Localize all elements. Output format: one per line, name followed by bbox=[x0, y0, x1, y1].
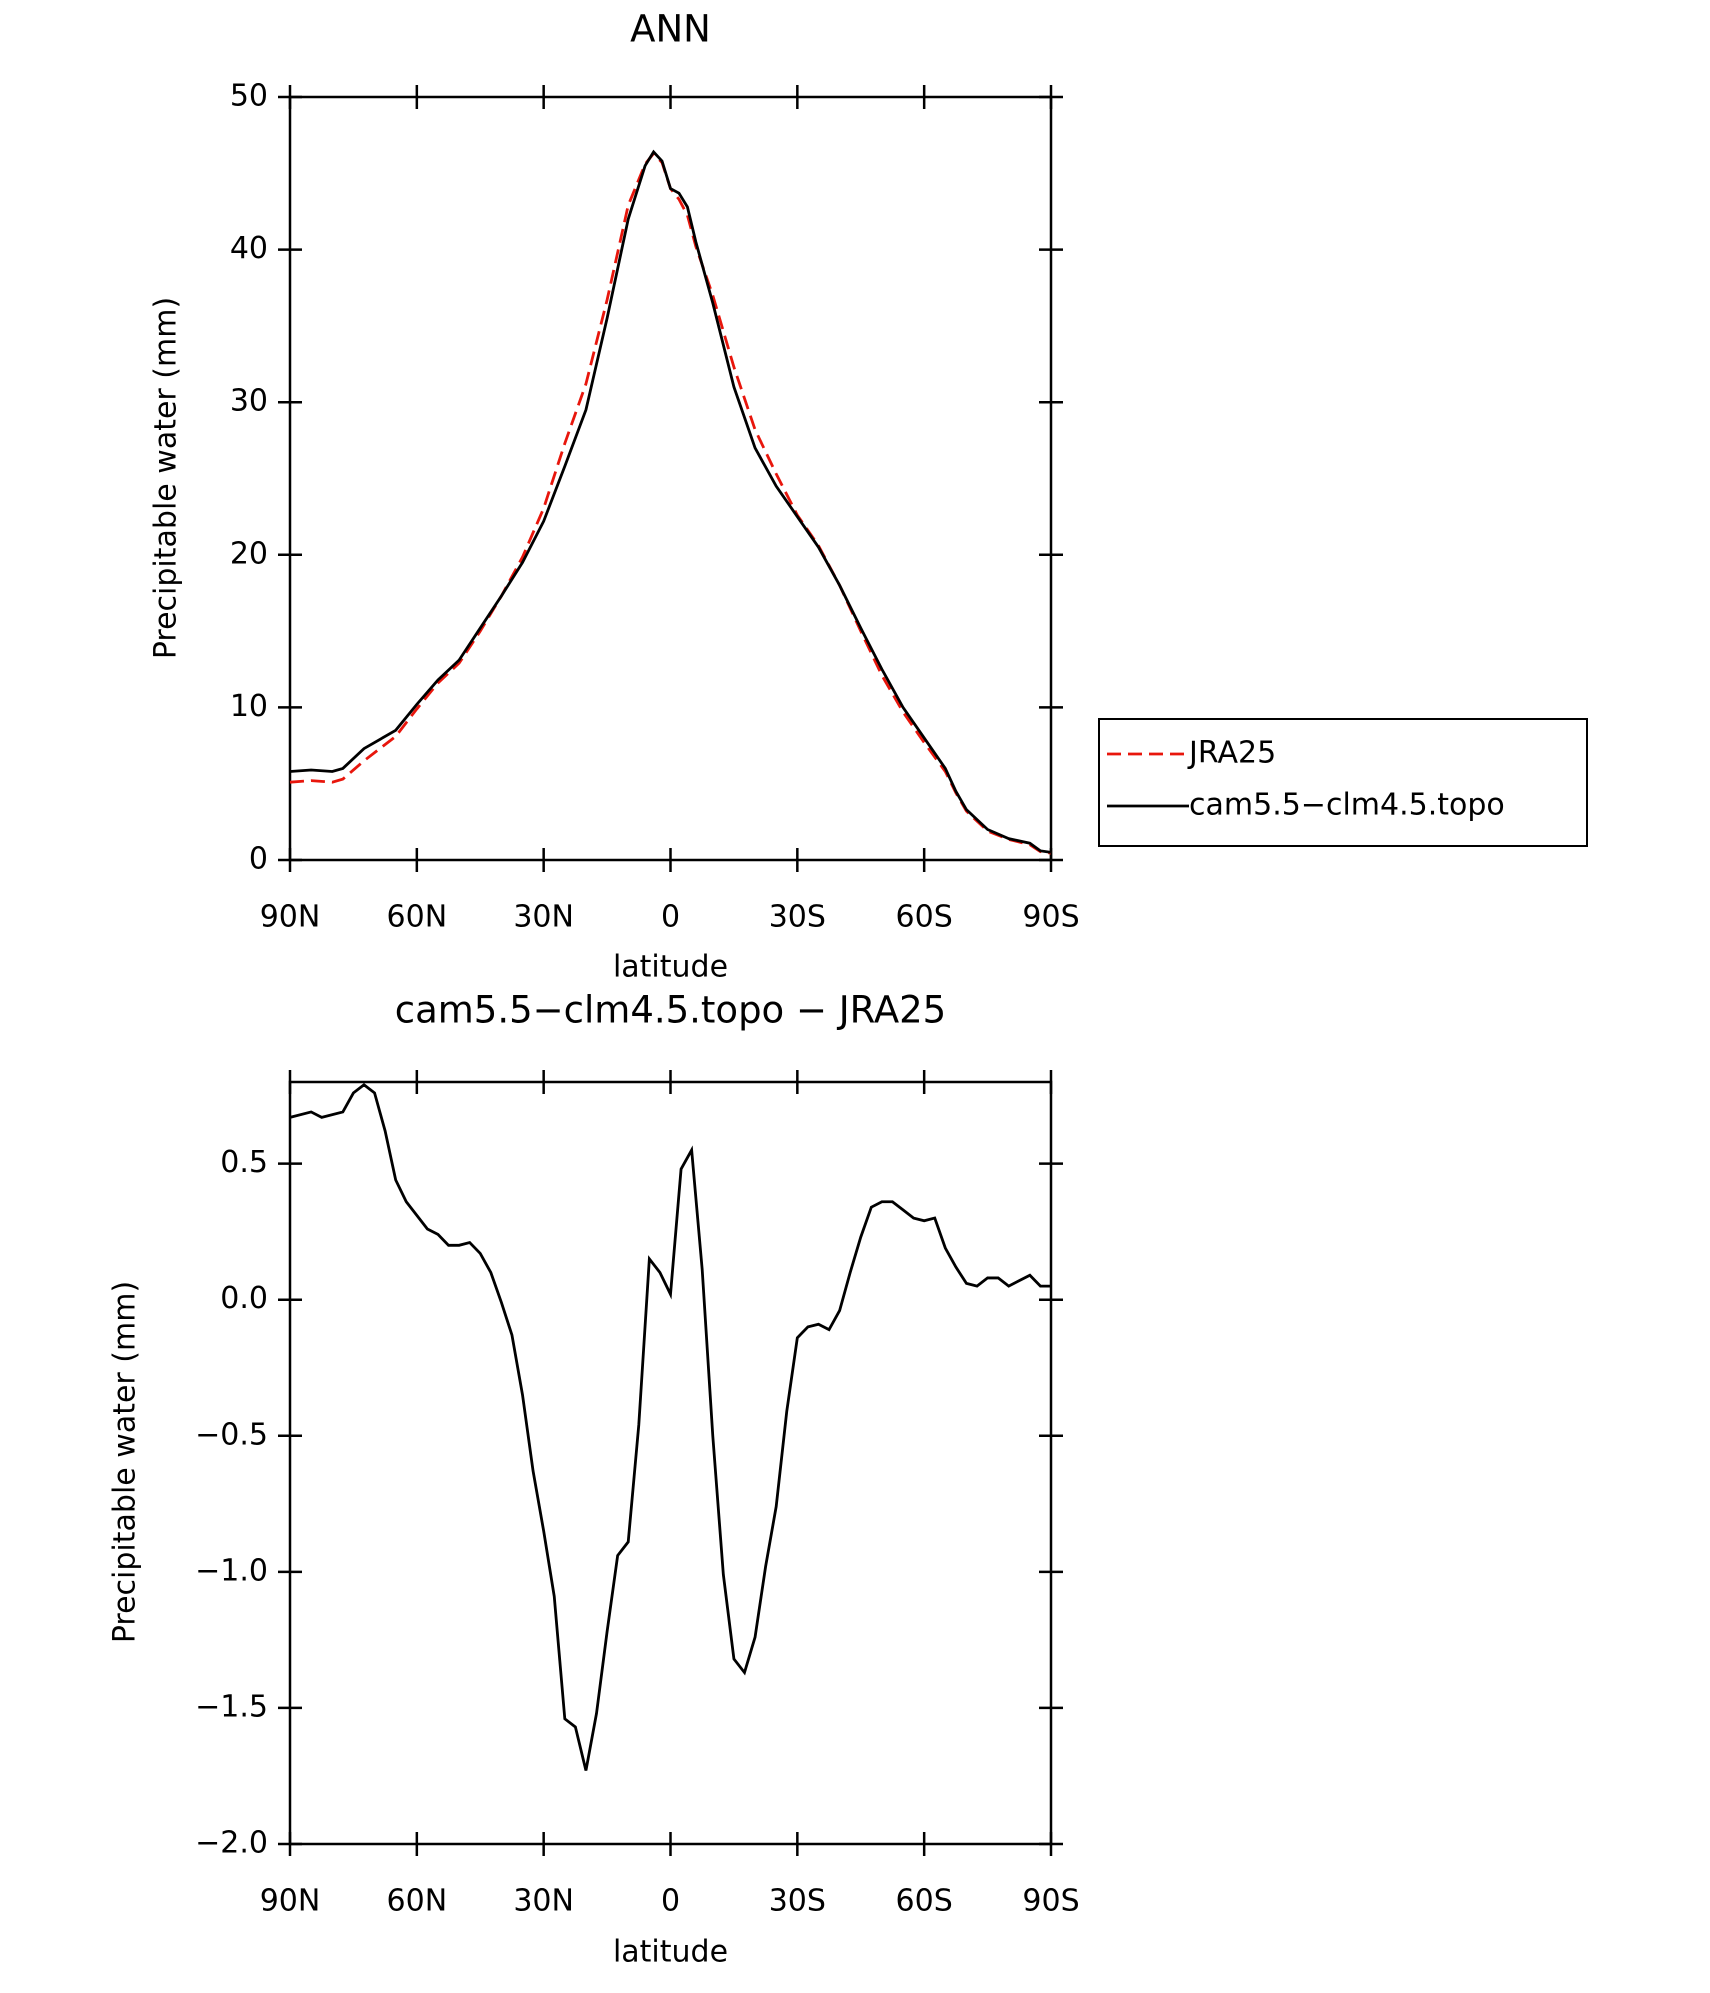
y-tick-label: 40 bbox=[230, 231, 268, 266]
x-tick-label: 60N bbox=[387, 900, 448, 935]
chart-title: ANN bbox=[630, 8, 711, 51]
series-line bbox=[289, 1082, 1051, 1771]
x-tick-label: 0 bbox=[661, 1884, 680, 1919]
x-tick-label: 30N bbox=[513, 1884, 574, 1919]
y-tick-label: 0.0 bbox=[220, 1281, 268, 1316]
x-axis-label: latitude bbox=[613, 950, 728, 985]
y-tick-label: 0.5 bbox=[220, 1145, 268, 1180]
x-axis-label: latitude bbox=[613, 1935, 728, 1970]
y-tick-label: −0.5 bbox=[195, 1417, 268, 1452]
plot-frame bbox=[288, 95, 1053, 862]
x-tick-label: 60S bbox=[896, 1884, 953, 1919]
legend-label: cam5.5−clm4.5.topo bbox=[1189, 788, 1505, 823]
x-tick-label: 90N bbox=[260, 900, 321, 935]
chart-title: cam5.5−clm4.5.topo − JRA25 bbox=[395, 989, 946, 1032]
x-tick-label: 30N bbox=[513, 900, 574, 935]
y-axis-label: Precipitable water (mm) bbox=[149, 297, 184, 659]
y-tick-label: −1.5 bbox=[195, 1689, 268, 1724]
x-tick-label: 90S bbox=[1022, 900, 1079, 935]
plot-frame bbox=[288, 1080, 1053, 1846]
x-tick-label: 90S bbox=[1022, 1884, 1079, 1919]
x-tick-label: 60S bbox=[896, 900, 953, 935]
y-tick-label: 50 bbox=[230, 79, 268, 114]
legend-box bbox=[1098, 718, 1588, 847]
x-tick-label: 30S bbox=[769, 1884, 826, 1919]
series-line bbox=[289, 149, 1052, 854]
y-tick-label: 10 bbox=[230, 689, 268, 724]
y-tick-label: 0 bbox=[249, 842, 268, 877]
x-tick-label: 60N bbox=[387, 1884, 448, 1919]
y-tick-label: −1.0 bbox=[195, 1553, 268, 1588]
x-tick-label: 30S bbox=[769, 900, 826, 935]
y-axis-label: Precipitable water (mm) bbox=[108, 1281, 143, 1643]
x-tick-label: 0 bbox=[661, 900, 680, 935]
series-line bbox=[289, 151, 1052, 855]
y-tick-label: 30 bbox=[230, 384, 268, 419]
y-tick-label: 20 bbox=[230, 536, 268, 571]
y-tick-label: −2.0 bbox=[195, 1826, 268, 1861]
legend-label: JRA25 bbox=[1187, 736, 1276, 771]
x-tick-label: 90N bbox=[260, 1884, 321, 1919]
